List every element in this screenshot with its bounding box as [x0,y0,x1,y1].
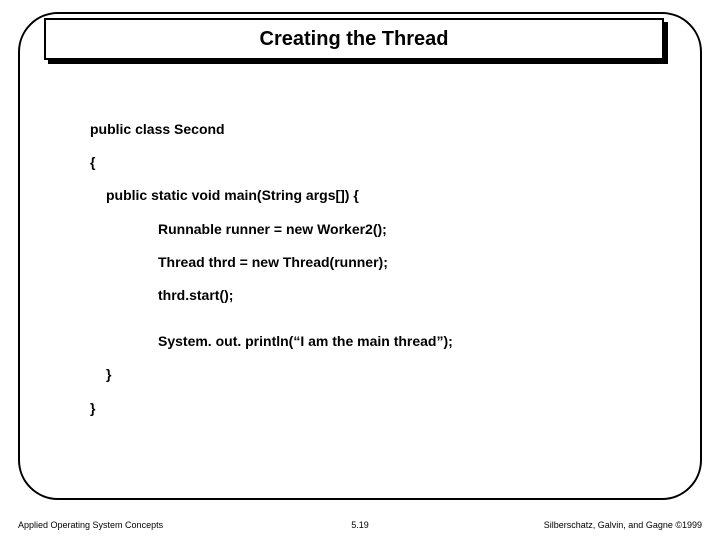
code-line: } [90,399,660,417]
code-line: System. out. println(“I am the main thre… [90,332,660,350]
code-line: { [90,153,660,171]
code-line: public class Second [90,120,660,138]
code-line: Runnable runner = new Worker2(); [90,220,660,238]
title-box: Creating the Thread [44,18,664,60]
footer-center: 5.19 [351,520,369,530]
footer-left: Applied Operating System Concepts [18,520,163,530]
slide-title: Creating the Thread [260,28,449,51]
footer: Applied Operating System Concepts 5.19 S… [18,520,702,530]
code-line: public static void main(String args[]) { [90,186,660,204]
footer-right: Silberschatz, Galvin, and Gagne ©1999 [544,520,702,530]
code-line: thrd.start(); [90,286,660,304]
code-line: Thread thrd = new Thread(runner); [90,253,660,271]
code-block: public class Second { public static void… [90,120,660,432]
code-line: } [90,365,660,383]
